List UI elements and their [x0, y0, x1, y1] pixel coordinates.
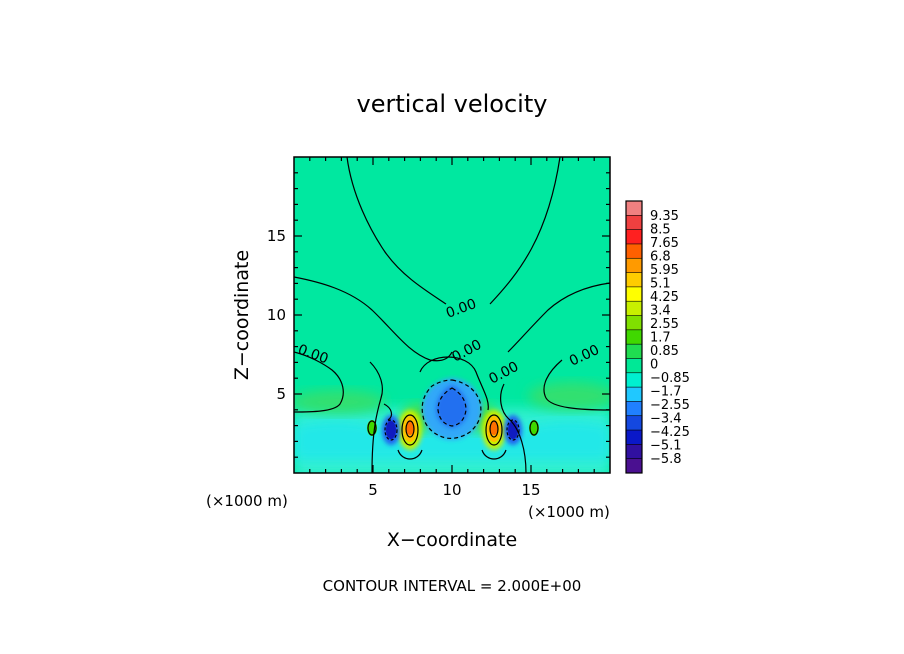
colorbar-level-label: 3.4	[650, 303, 671, 318]
contour-middle-left	[294, 276, 453, 362]
contour-updraft-right	[485, 414, 503, 446]
updraft-left-core	[406, 421, 414, 435]
contour-left-inner	[383, 403, 393, 421]
y-tick-label: 15	[267, 227, 286, 245]
contour-left-stem	[369, 361, 383, 473]
downdraft-right-core	[508, 421, 518, 439]
contour-center-dashed-inner	[437, 387, 467, 427]
colorbar-level-label: −5.8	[650, 452, 682, 467]
colorbar-swatch	[626, 430, 642, 445]
colorbar-level-label: −5.1	[650, 439, 682, 454]
colorbar-swatch	[626, 329, 642, 345]
colorbar-level-label: 5.95	[650, 263, 679, 278]
x-axis-unit-left: (×1000 m)	[206, 492, 288, 510]
colorbar-swatch	[626, 301, 642, 317]
x-axis-unit-right: (×1000 m)	[528, 503, 610, 521]
contour-right-low	[543, 359, 610, 411]
colorbar-level-label: 1.7	[650, 331, 671, 346]
contour-lower-left	[397, 449, 423, 460]
field-green-left	[294, 390, 386, 414]
contour-updraft-right-inner	[489, 420, 499, 438]
y-tick-label: 5	[276, 385, 286, 403]
plot-area: 0.00 0.00 0.00 0.00 0.00	[294, 157, 610, 473]
colorbar-level-label: 8.5	[650, 222, 671, 237]
colorbar-level-label: 0	[650, 358, 658, 373]
colorbar-swatch	[626, 358, 642, 374]
x-axis-title: X−coordinate	[387, 529, 517, 551]
colorbar-level-label: 6.8	[650, 249, 671, 264]
x-tick-label: 15	[521, 481, 540, 499]
colorbar-frame	[625, 200, 643, 474]
colorbar-swatch	[626, 258, 642, 274]
colorbar-level-label: −4.25	[650, 425, 690, 440]
colorbar-swatch	[626, 315, 642, 331]
contour-middle-right	[507, 282, 610, 353]
colorbar-swatch	[626, 272, 642, 288]
colorbar-swatch	[626, 286, 642, 302]
colorbar-swatch	[626, 387, 642, 402]
contour-updraft-left-inner	[405, 420, 415, 438]
colorbar-swatch	[626, 243, 642, 259]
y-axis-title: Z−coordinate	[231, 250, 253, 380]
colorbar-swatch	[626, 229, 642, 245]
field-green-right	[528, 382, 610, 410]
contour-lower-right	[481, 449, 507, 460]
contour-lines	[294, 157, 610, 473]
central-downdraft-inner	[436, 385, 468, 428]
colorbar-level-label: 7.65	[650, 236, 679, 251]
colorbar-swatch	[626, 201, 642, 216]
colorbar-swatch	[626, 401, 642, 417]
x-tick-label: 10	[442, 481, 461, 499]
colorbar-swatch	[626, 344, 642, 359]
contour-edge-right	[529, 420, 539, 436]
colorbar-level-label: −0.85	[650, 371, 690, 386]
contour-upper	[346, 157, 561, 305]
y-axis-ticks: 5 10 15	[267, 172, 610, 458]
x-tick-label: 5	[368, 481, 378, 499]
colorbar-level-label: 2.55	[650, 317, 679, 332]
colorbar-level-label: −3.4	[650, 412, 682, 427]
colorbar-swatch	[626, 215, 642, 231]
colorbar-level-label: 5.1	[650, 276, 671, 291]
contour-interval-note: CONTOUR INTERVAL = 2.000E+00	[323, 577, 582, 595]
contour-updraft-left	[401, 414, 419, 446]
contour-downdraft-right	[506, 419, 520, 441]
colorbar-labels: 9.358.57.656.85.955.14.253.42.551.70.850…	[650, 209, 690, 467]
contour-right-stem	[500, 383, 527, 473]
colorbar-level-label: 4.25	[650, 290, 679, 305]
colorbar-level-label: 9.35	[650, 209, 679, 224]
colorbar	[625, 200, 643, 474]
updraft-right-core	[490, 421, 498, 435]
colorbar-swatch	[626, 444, 642, 460]
x-axis-ticks: 5 10 15	[309, 157, 595, 499]
chart-title: vertical velocity	[357, 90, 548, 118]
y-tick-label: 10	[267, 306, 286, 324]
colorbar-swatch	[626, 372, 642, 388]
contour-edge-left	[367, 420, 377, 436]
colorbar-swatch	[626, 415, 642, 431]
contour-center-dashed	[421, 379, 482, 439]
contour-downdraft-left	[384, 419, 398, 441]
updraft-edge-right	[529, 420, 539, 436]
colorbar-level-label: −2.55	[650, 398, 690, 413]
colorbar-swatch	[626, 458, 642, 474]
colorbar-level-label: −1.7	[650, 385, 682, 400]
downdraft-left-core	[386, 421, 396, 439]
contour-left-low	[294, 351, 344, 413]
contour-center	[419, 356, 489, 411]
colorbar-level-label: 0.85	[650, 344, 679, 359]
